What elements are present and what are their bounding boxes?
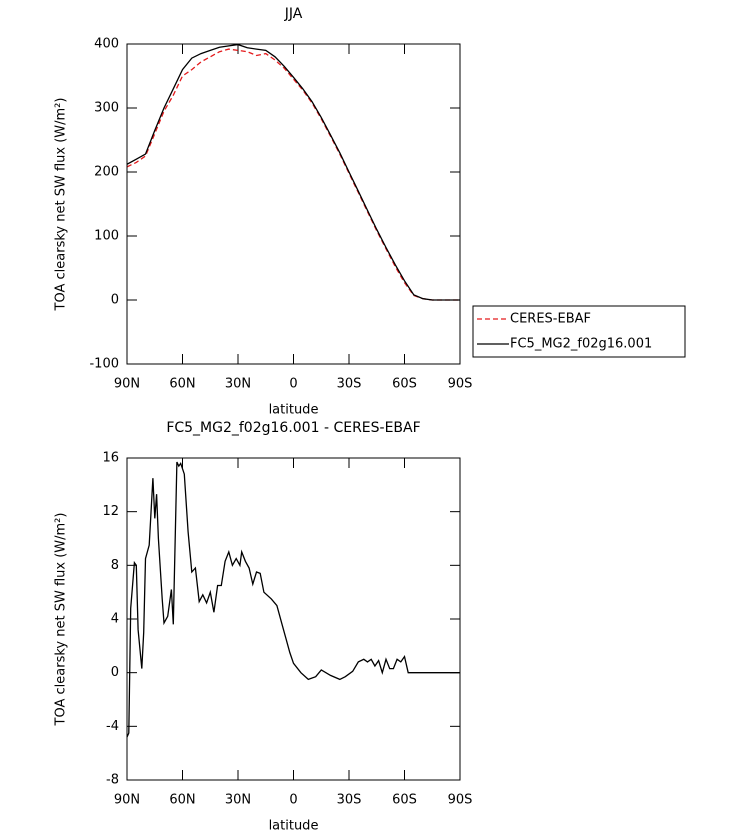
x-tick-label: 90S <box>448 793 473 808</box>
y-tick-label: 200 <box>94 165 119 180</box>
x-tick-label: 30S <box>337 377 362 392</box>
x-tick-label: 90S <box>448 377 473 392</box>
data-line <box>126 48 460 301</box>
chart-title: JJA <box>284 6 303 22</box>
y-tick-label: -8 <box>106 773 119 788</box>
plot-frame <box>126 457 461 781</box>
x-tick-label: 90N <box>114 793 140 808</box>
y-tick-label: 8 <box>111 558 119 573</box>
x-tick-label: 30N <box>225 793 251 808</box>
x-tick-label: 60S <box>392 793 417 808</box>
x-tick-label: 30S <box>337 793 362 808</box>
y-tick-label: 16 <box>102 451 119 466</box>
y-axis-label: TOA clearsky net SW flux (W/m²) <box>54 513 69 727</box>
y-tick-label: -100 <box>89 357 119 372</box>
x-tick-label: 0 <box>289 377 297 392</box>
y-tick-label: 4 <box>111 612 119 627</box>
legend-label: CERES-EBAF <box>510 312 591 327</box>
legend-label: FC5_MG2_f02g16.001 <box>510 337 652 352</box>
y-tick-label: 400 <box>94 37 119 52</box>
y-tick-label: -4 <box>106 719 119 734</box>
y-tick-label: 100 <box>94 229 119 244</box>
y-tick-label: 12 <box>102 504 119 519</box>
x-tick-label: 60N <box>169 377 195 392</box>
x-tick-label: 90N <box>114 377 140 392</box>
data-line <box>126 461 460 738</box>
x-tick-label: 60S <box>392 377 417 392</box>
y-axis-label: TOA clearsky net SW flux (W/m²) <box>54 98 69 312</box>
y-tick-label: 300 <box>94 101 119 116</box>
y-tick-label: 0 <box>111 665 119 680</box>
chart-title: FC5_MG2_f02g16.001 - CERES-EBAF <box>166 420 420 436</box>
x-tick-label: 60N <box>169 793 195 808</box>
x-tick-label: 30N <box>225 377 251 392</box>
x-axis-label: latitude <box>269 403 319 418</box>
plot-frame <box>126 43 461 365</box>
legend-box <box>472 305 686 358</box>
x-tick-label: 0 <box>289 793 297 808</box>
x-axis-label: latitude <box>269 819 319 834</box>
data-line <box>126 43 460 301</box>
y-tick-label: 0 <box>111 293 119 308</box>
